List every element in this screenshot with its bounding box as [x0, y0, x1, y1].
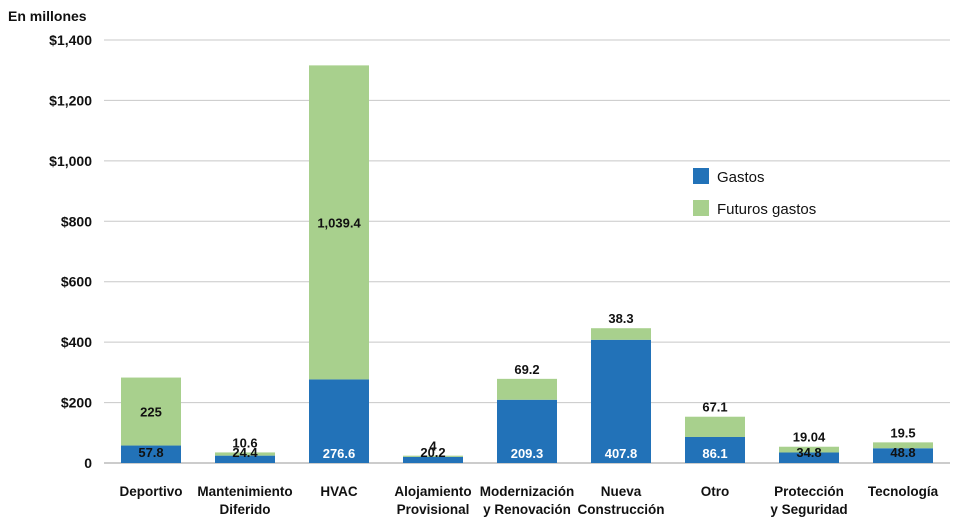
- legend: Gastos Futuros gastos: [693, 168, 816, 218]
- bar-futuros-gastos: [309, 65, 369, 380]
- data-label-gastos: 34.8: [796, 445, 821, 460]
- bar-futuros-gastos: [779, 446, 839, 453]
- x-category-label: Protección: [774, 484, 844, 499]
- x-category-label: y Seguridad: [770, 502, 847, 517]
- bar-futuros-gastos: [685, 416, 745, 437]
- bar-gastos: [121, 445, 181, 463]
- y-tick-label: $400: [61, 334, 92, 350]
- y-tick-label: $600: [61, 274, 92, 290]
- data-label-gastos: 407.8: [605, 446, 638, 461]
- data-label-gastos: 276.6: [323, 446, 356, 461]
- x-category-label: Construcción: [577, 502, 664, 517]
- data-label-gastos: 57.8: [138, 445, 163, 460]
- x-category-label: Tecnología: [868, 484, 939, 499]
- unit-label: En millones: [8, 8, 87, 24]
- x-category-label: Provisional: [397, 502, 470, 517]
- data-label-futuros-gastos: 69.2: [514, 362, 539, 377]
- y-tick-label: $200: [61, 395, 92, 411]
- data-label-futuros-gastos: 38.3: [608, 311, 633, 326]
- y-tick-label: $1,000: [49, 153, 92, 169]
- gridlines: [104, 39, 950, 464]
- bar-gastos: [685, 436, 745, 463]
- data-label-gastos: 86.1: [702, 446, 727, 461]
- y-tick-label: $800: [61, 213, 92, 229]
- bar-futuros-gastos: [873, 442, 933, 449]
- bar-gastos: [591, 339, 651, 463]
- y-tick-label: $1,200: [49, 92, 92, 108]
- data-label-gastos: 48.8: [890, 445, 915, 460]
- data-label-gastos: 209.3: [511, 446, 544, 461]
- x-category-label: HVAC: [320, 484, 358, 499]
- x-category-label: Diferido: [219, 502, 270, 517]
- data-label-futuros-gastos: 19.5: [890, 425, 915, 440]
- data-label-futuros-gastos: 67.1: [702, 400, 727, 415]
- x-category-label: Alojamiento: [394, 484, 471, 499]
- bar-gastos: [779, 452, 839, 463]
- x-category-label: Deportivo: [119, 484, 182, 499]
- data-label-gastos: 24.4: [232, 445, 258, 460]
- bar-futuros-gastos: [497, 378, 557, 400]
- data-label-gastos: 20.2: [420, 445, 445, 460]
- bar-gastos: [873, 448, 933, 463]
- x-category-label: Nueva: [601, 484, 642, 499]
- x-axis: Deportivo Mantenimiento Diferido HVAC Alojam…: [119, 484, 938, 517]
- legend-label: Gastos: [717, 169, 765, 186]
- data-label-futuros-gastos: 19.04: [793, 430, 826, 445]
- legend-swatch: [693, 200, 709, 216]
- data-labels: 57.8 225 24.410.6 276.6 1,039.4 20.24 209.3 69.…: [138, 215, 915, 461]
- bars: [121, 65, 933, 463]
- x-category-label: Mantenimiento: [197, 484, 292, 499]
- bar-gastos: [309, 379, 369, 463]
- bar-gastos: [215, 455, 275, 463]
- data-label-futuros-gastos: 10.6: [232, 435, 257, 450]
- bar-futuros-gastos: [403, 455, 463, 457]
- bar-futuros-gastos: [591, 328, 651, 340]
- data-label-futuros-gastos: 225: [140, 405, 162, 420]
- bar-gastos: [403, 456, 463, 463]
- x-category-label: Otro: [701, 484, 730, 499]
- y-tick-label: $1,400: [49, 32, 92, 48]
- legend-swatch: [693, 168, 709, 184]
- bar-futuros-gastos: [121, 377, 181, 446]
- legend-label: Futuros gastos: [717, 201, 816, 218]
- y-axis: 0 $200 $400 $600 $800 $1,000 $1,200 $1,400: [49, 32, 92, 471]
- x-category-label: Modernización: [480, 484, 575, 499]
- x-category-label: y Renovación: [483, 502, 571, 517]
- y-tick-label: 0: [84, 455, 92, 471]
- bar-futuros-gastos: [215, 452, 275, 456]
- bar-gastos: [497, 399, 557, 463]
- data-label-futuros-gastos: 1,039.4: [317, 215, 361, 230]
- data-label-futuros-gastos: 4: [429, 439, 437, 454]
